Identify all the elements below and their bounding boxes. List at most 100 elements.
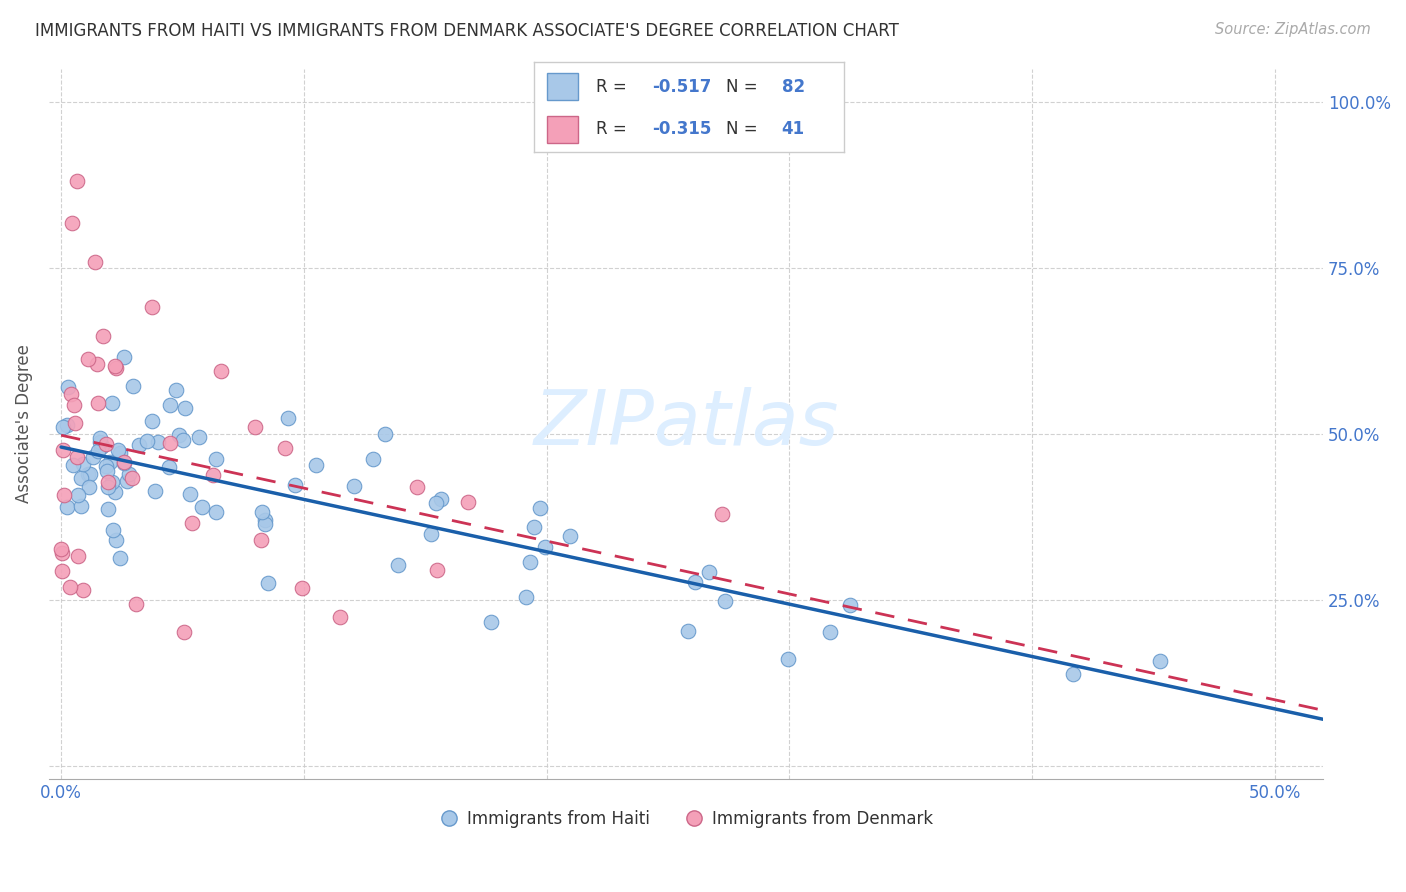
- Text: 41: 41: [782, 120, 804, 138]
- Point: [89, 434, 111, 449]
- Point: [141, 414, 163, 428]
- Point: [122, 378, 145, 392]
- Point: [52, 442, 75, 457]
- Point: [101, 396, 124, 410]
- Point: [59, 386, 82, 401]
- Point: [406, 480, 429, 494]
- Point: [284, 478, 307, 492]
- Point: [174, 401, 197, 415]
- Point: [425, 495, 447, 509]
- Point: [249, 533, 271, 547]
- Point: [291, 581, 314, 595]
- Point: [91, 329, 114, 343]
- Point: [108, 445, 131, 459]
- Point: [253, 517, 276, 532]
- Point: [697, 565, 720, 579]
- Point: [66, 173, 89, 187]
- Point: [108, 550, 131, 565]
- Point: [63, 416, 86, 430]
- Point: [118, 467, 141, 482]
- Point: [121, 470, 143, 484]
- Text: Source: ZipAtlas.com: Source: ZipAtlas.com: [1215, 22, 1371, 37]
- Point: [87, 396, 110, 410]
- Point: [387, 558, 409, 572]
- Text: R =: R =: [596, 78, 633, 95]
- Point: [143, 484, 166, 499]
- Point: [157, 460, 180, 475]
- Point: [1149, 654, 1171, 668]
- Point: [252, 505, 274, 519]
- Point: [683, 574, 706, 589]
- Point: [245, 420, 267, 434]
- Point: [90, 440, 112, 454]
- Point: [107, 443, 129, 458]
- Point: [96, 464, 118, 478]
- Point: [172, 433, 194, 447]
- Text: IMMIGRANTS FROM HAITI VS IMMIGRANTS FROM DENMARK ASSOCIATE'S DEGREE CORRELATION : IMMIGRANTS FROM HAITI VS IMMIGRANTS FROM…: [35, 22, 898, 40]
- Point: [305, 458, 328, 472]
- Point: [273, 441, 295, 455]
- Point: [714, 594, 737, 608]
- Point: [343, 479, 366, 493]
- Point: [329, 610, 352, 624]
- Point: [59, 581, 82, 595]
- Y-axis label: Associate's Degree: Associate's Degree: [15, 344, 32, 503]
- Point: [374, 427, 396, 442]
- FancyBboxPatch shape: [547, 73, 578, 100]
- Point: [776, 652, 799, 666]
- Point: [420, 527, 443, 541]
- Text: 82: 82: [782, 78, 804, 95]
- Point: [112, 456, 135, 470]
- Point: [56, 379, 79, 393]
- Point: [112, 350, 135, 364]
- Point: [104, 359, 127, 374]
- Point: [104, 484, 127, 499]
- Text: N =: N =: [725, 78, 763, 95]
- Point: [72, 457, 94, 471]
- Point: [515, 590, 537, 604]
- Point: [56, 500, 79, 514]
- Point: [60, 216, 83, 230]
- Point: [146, 435, 169, 450]
- Point: [72, 583, 94, 598]
- Point: [97, 475, 120, 490]
- Point: [76, 467, 98, 481]
- Point: [104, 361, 127, 376]
- Point: [529, 500, 551, 515]
- Point: [98, 455, 121, 469]
- Point: [558, 529, 581, 543]
- Point: [188, 429, 211, 443]
- Point: [179, 486, 201, 500]
- Point: [676, 624, 699, 638]
- Point: [63, 398, 86, 412]
- Point: [105, 533, 128, 548]
- Point: [94, 437, 117, 451]
- Point: [426, 563, 449, 577]
- Point: [97, 480, 120, 494]
- Point: [67, 549, 90, 563]
- Point: [52, 420, 75, 434]
- Point: [56, 417, 79, 432]
- Point: [103, 523, 125, 537]
- Point: [204, 505, 226, 519]
- Point: [141, 300, 163, 314]
- Point: [173, 624, 195, 639]
- Point: [128, 437, 150, 451]
- Point: [181, 516, 204, 530]
- Point: [66, 450, 89, 465]
- Point: [818, 624, 841, 639]
- Point: [202, 467, 225, 482]
- Point: [51, 564, 73, 578]
- Text: -0.315: -0.315: [652, 120, 711, 138]
- Point: [838, 598, 860, 612]
- Point: [429, 492, 451, 507]
- Point: [52, 488, 75, 502]
- Point: [523, 520, 546, 534]
- FancyBboxPatch shape: [547, 116, 578, 143]
- Text: ZIPatlas: ZIPatlas: [533, 387, 839, 461]
- Point: [191, 500, 214, 515]
- Point: [86, 358, 108, 372]
- Point: [479, 615, 502, 629]
- Point: [277, 411, 299, 425]
- Point: [1062, 667, 1084, 681]
